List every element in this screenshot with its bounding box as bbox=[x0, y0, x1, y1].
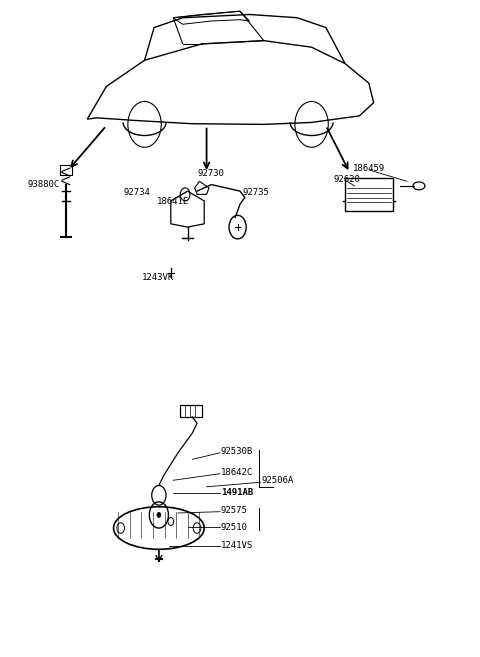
Text: 92620: 92620 bbox=[333, 175, 360, 184]
Circle shape bbox=[157, 512, 161, 518]
Text: 93880C: 93880C bbox=[28, 180, 60, 189]
Text: 92510: 92510 bbox=[221, 523, 248, 532]
Text: 18641E: 18641E bbox=[156, 197, 189, 206]
Text: 186459: 186459 bbox=[353, 164, 385, 173]
Text: 92735: 92735 bbox=[242, 188, 269, 197]
Bar bbox=[345, 178, 393, 211]
Text: 18642C: 18642C bbox=[221, 468, 253, 477]
Text: 1491AB: 1491AB bbox=[221, 487, 253, 497]
Text: 92734: 92734 bbox=[123, 188, 150, 197]
Bar bbox=[60, 165, 72, 175]
Text: 92506A: 92506A bbox=[262, 476, 294, 485]
Text: 92530B: 92530B bbox=[221, 447, 253, 456]
Bar bbox=[180, 405, 202, 417]
Text: 1241VS: 1241VS bbox=[221, 541, 253, 550]
Text: 92575: 92575 bbox=[221, 506, 248, 515]
Text: 92730: 92730 bbox=[197, 169, 224, 178]
Text: 1243VK: 1243VK bbox=[142, 273, 174, 282]
